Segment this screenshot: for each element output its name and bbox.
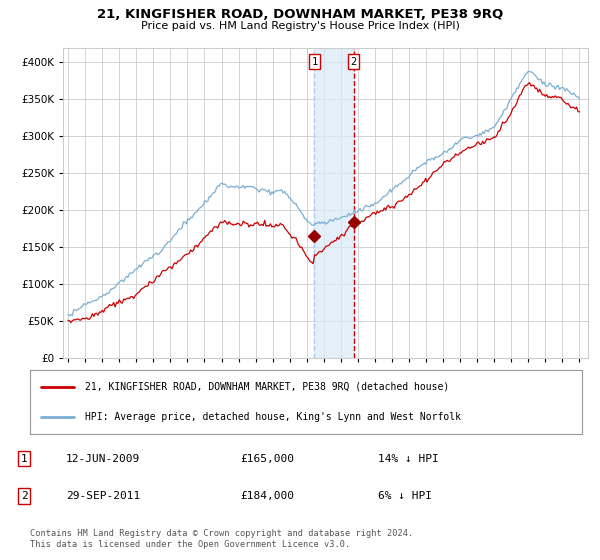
Text: 1: 1 [311, 57, 317, 67]
Text: Contains HM Land Registry data © Crown copyright and database right 2024.
This d: Contains HM Land Registry data © Crown c… [30, 529, 413, 549]
Text: £165,000: £165,000 [240, 454, 294, 464]
Text: 21, KINGFISHER ROAD, DOWNHAM MARKET, PE38 9RQ (detached house): 21, KINGFISHER ROAD, DOWNHAM MARKET, PE3… [85, 382, 449, 392]
Bar [314, 48, 353, 358]
Text: 1: 1 [20, 454, 28, 464]
Text: HPI: Average price, detached house, King's Lynn and West Norfolk: HPI: Average price, detached house, King… [85, 412, 461, 422]
Text: 2: 2 [20, 491, 28, 501]
Text: Price paid vs. HM Land Registry's House Price Index (HPI): Price paid vs. HM Land Registry's House … [140, 21, 460, 31]
Text: 21, KINGFISHER ROAD, DOWNHAM MARKET, PE38 9RQ: 21, KINGFISHER ROAD, DOWNHAM MARKET, PE3… [97, 8, 503, 21]
Text: 14% ↓ HPI: 14% ↓ HPI [378, 454, 439, 464]
Text: 29-SEP-2011: 29-SEP-2011 [66, 491, 140, 501]
Text: 6% ↓ HPI: 6% ↓ HPI [378, 491, 432, 501]
Text: 2: 2 [350, 57, 357, 67]
Text: 12-JUN-2009: 12-JUN-2009 [66, 454, 140, 464]
Text: £184,000: £184,000 [240, 491, 294, 501]
